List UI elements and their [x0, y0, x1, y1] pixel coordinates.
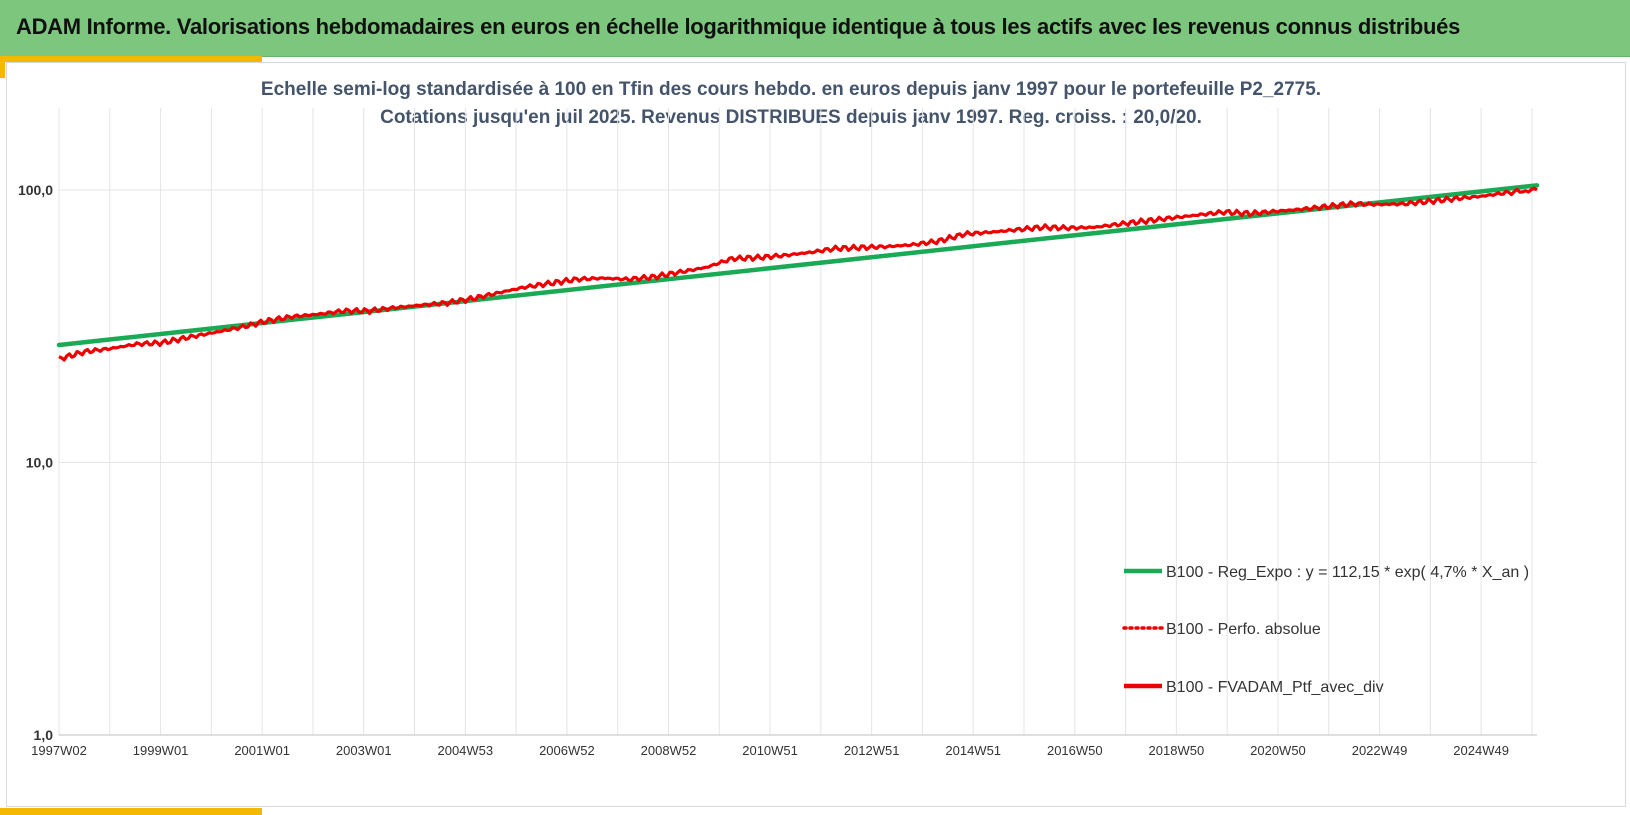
x-tick-label: 1997W02 — [31, 743, 87, 758]
line-chart: Echelle semi-log standardisée à 100 en T… — [18, 79, 1540, 758]
header-bar: ADAM Informe. Valorisations hebdomadaire… — [0, 0, 1630, 57]
x-tick-label: 2022W49 — [1352, 743, 1408, 758]
x-tick-label: 2020W50 — [1250, 743, 1306, 758]
x-tick-label: 2008W52 — [641, 743, 697, 758]
x-tick-label: 2006W52 — [539, 743, 595, 758]
y-tick-label: 1,0 — [34, 727, 54, 743]
y-tick-label: 10,0 — [26, 455, 53, 471]
x-tick-label: 2001W01 — [234, 743, 290, 758]
legend-label: B100 - FVADAM_Ptf_avec_div — [1166, 679, 1384, 696]
x-tick-label: 2016W50 — [1047, 743, 1103, 758]
page-title: ADAM Informe. Valorisations hebdomadaire… — [16, 14, 1461, 39]
legend-label: B100 - Perfo. absolue — [1166, 621, 1321, 638]
chart-area: Echelle semi-log standardisée à 100 en T… — [6, 62, 1626, 807]
accent-bar-left — [0, 56, 5, 78]
series-regression-line — [56, 183, 1540, 348]
chart-subtitle-line: Cotations jusqu'en juil 2025. Revenus DI… — [380, 107, 1202, 128]
x-tick-label: 2003W01 — [336, 743, 392, 758]
series-portfolio-line — [58, 186, 1538, 362]
chart-subtitle-line: Echelle semi-log standardisée à 100 en T… — [261, 79, 1321, 100]
x-tick-label: 2012W51 — [844, 743, 900, 758]
y-tick-label: 100,0 — [18, 182, 53, 198]
x-tick-label: 2014W51 — [945, 743, 1001, 758]
x-tick-label: 2010W51 — [742, 743, 798, 758]
x-tick-label: 1999W01 — [133, 743, 189, 758]
accent-bar-top — [0, 56, 262, 62]
legend-label: B100 - Reg_Expo : y = 112,15 * exp( 4,7%… — [1166, 564, 1529, 581]
x-tick-label: 2024W49 — [1453, 743, 1509, 758]
accent-bar-bottom — [0, 808, 262, 815]
x-tick-label: 2018W50 — [1149, 743, 1205, 758]
x-tick-label: 2004W53 — [437, 743, 493, 758]
